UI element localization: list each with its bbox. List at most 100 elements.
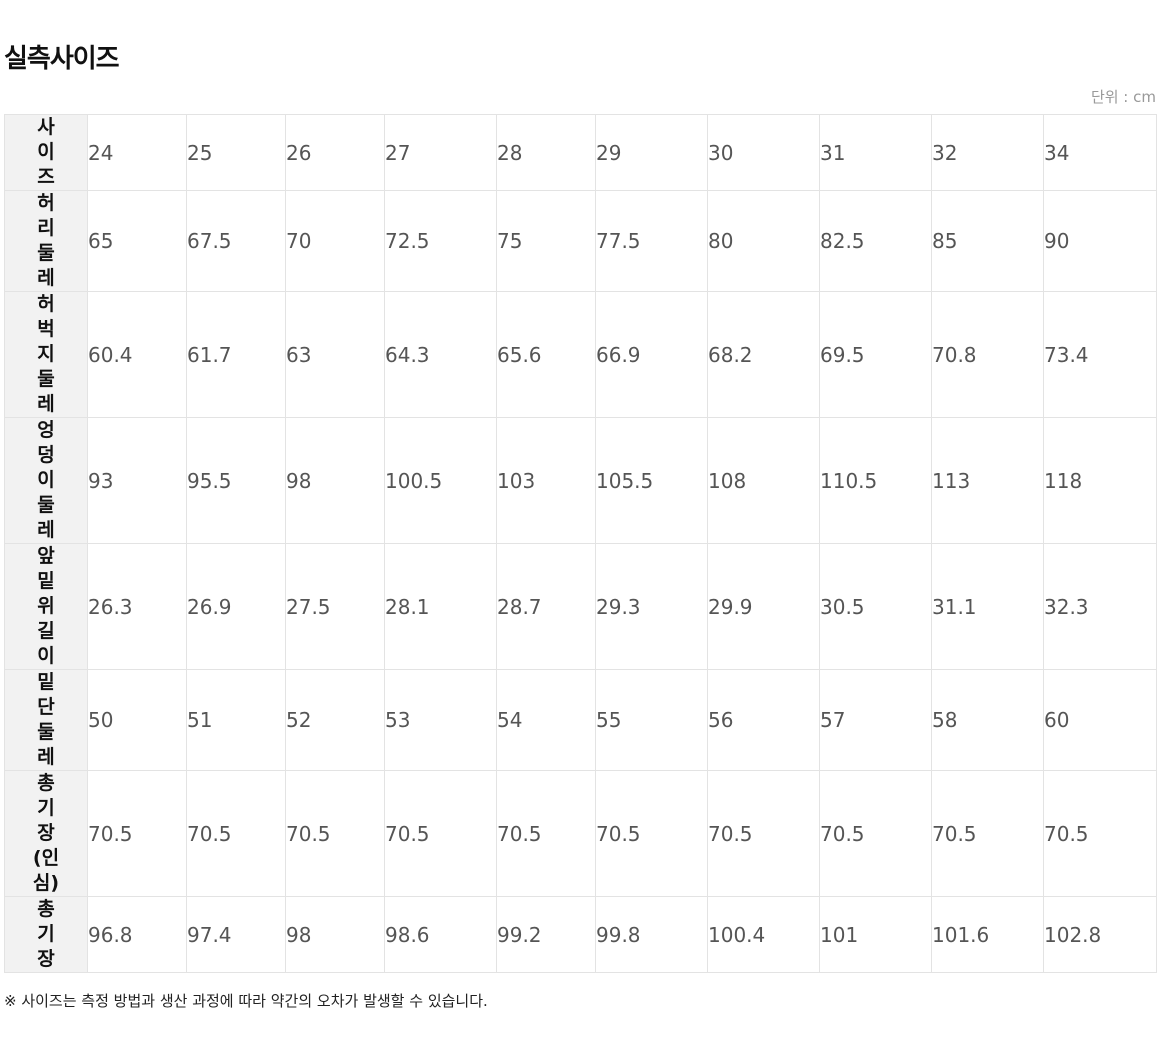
table-cell: 70.5 <box>384 770 497 897</box>
table-cell: 97.4 <box>186 896 286 973</box>
table-cell: 52 <box>285 669 385 771</box>
table-cell: 60.4 <box>87 291 187 418</box>
table-cell: 24 <box>87 114 187 191</box>
table-cell: 75 <box>496 190 596 292</box>
table-cell: 96.8 <box>87 896 187 973</box>
row-header-char: 위 <box>37 595 55 617</box>
table-cell: 65 <box>87 190 187 292</box>
row-header-char: 둘 <box>37 494 55 516</box>
row-header-char: 레 <box>37 267 55 289</box>
table-cell: 102.8 <box>1043 896 1157 973</box>
table-cell: 66.9 <box>595 291 708 418</box>
table-cell: 69.5 <box>819 291 932 418</box>
table-cell: 101 <box>819 896 932 973</box>
table-cell: 64.3 <box>384 291 497 418</box>
table-cell: 57 <box>819 669 932 771</box>
table-cell: 27.5 <box>285 543 385 670</box>
table-cell: 98.6 <box>384 896 497 973</box>
size-table: 사 이 즈 24 25 26 27 28 29 30 31 32 34 허 리 둘 레 65 67.5 70 72.5 7… <box>4 114 1157 973</box>
row-header-char: 허 <box>37 293 55 315</box>
page-title: 실측사이즈 <box>4 44 120 74</box>
table-row: 사 이 즈 24 25 26 27 28 29 30 31 32 34 <box>4 114 1157 191</box>
table-cell: 70.5 <box>931 770 1044 897</box>
table-cell: 80 <box>707 190 820 292</box>
table-cell: 53 <box>384 669 497 771</box>
size-note: ※ 사이즈는 측정 방법과 생산 과정에 따라 약간의 오차가 발생할 수 있습… <box>4 992 488 1010</box>
table-cell: 70.8 <box>931 291 1044 418</box>
table-cell: 51 <box>186 669 286 771</box>
table-cell: 25 <box>186 114 286 191</box>
table-cell: 34 <box>1043 114 1157 191</box>
table-cell: 70.5 <box>595 770 708 897</box>
table-cell: 68.2 <box>707 291 820 418</box>
row-header-char: 즈 <box>37 166 55 188</box>
table-cell: 103 <box>496 417 596 544</box>
table-cell: 61.7 <box>186 291 286 418</box>
table-cell: 54 <box>496 669 596 771</box>
row-header-char: 둘 <box>37 242 55 264</box>
row-header-char: 이 <box>37 469 55 491</box>
row-header-char: 허 <box>37 192 55 214</box>
row-header-char: 단 <box>37 696 55 718</box>
row-header-char: 길 <box>37 620 55 642</box>
table-cell: 77.5 <box>595 190 708 292</box>
table-cell: 90 <box>1043 190 1157 292</box>
table-row: 앞 밑 위 길 이 26.3 26.9 27.5 28.1 28.7 29.3 29.9 30.5 31.… <box>4 543 1157 670</box>
row-header-char: 앞 <box>37 545 55 567</box>
table-cell: 29.9 <box>707 543 820 670</box>
table-row: 허 리 둘 레 65 67.5 70 72.5 75 77.5 80 82.5 85 90 <box>4 190 1157 292</box>
table-cell: 98 <box>285 896 385 973</box>
row-header-char: 밑 <box>37 570 55 592</box>
table-cell: 113 <box>931 417 1044 544</box>
table-cell: 31.1 <box>931 543 1044 670</box>
row-header-char: (인 <box>32 847 60 869</box>
table-cell: 55 <box>595 669 708 771</box>
table-cell: 32 <box>931 114 1044 191</box>
unit-label: 단위 : cm <box>1090 88 1156 106</box>
table-cell: 73.4 <box>1043 291 1157 418</box>
table-cell: 70.5 <box>707 770 820 897</box>
row-header-char: 지 <box>37 343 55 365</box>
row-header: 총 기 장 (인 심) <box>4 770 88 897</box>
table-cell: 93 <box>87 417 187 544</box>
row-header-char: 밑 <box>37 671 55 693</box>
table-cell: 105.5 <box>595 417 708 544</box>
table-cell: 65.6 <box>496 291 596 418</box>
row-header-char: 벅 <box>37 318 55 340</box>
table-cell: 60 <box>1043 669 1157 771</box>
table-cell: 28.1 <box>384 543 497 670</box>
table-row: 총 기 장 96.8 97.4 98 98.6 99.2 99.8 100.4 101 101.6 10… <box>4 896 1157 973</box>
table-row: 총 기 장 (인 심) 70.5 70.5 70.5 70.5 70.5 70.5 70.5 70.5 7… <box>4 770 1157 897</box>
row-header-char: 레 <box>37 746 55 768</box>
table-cell: 82.5 <box>819 190 932 292</box>
table-cell: 26.9 <box>186 543 286 670</box>
row-header-char: 장 <box>37 822 55 844</box>
table-cell: 98 <box>285 417 385 544</box>
table-cell: 70.5 <box>285 770 385 897</box>
row-header-char: 레 <box>37 393 55 415</box>
row-header-char: 장 <box>37 948 55 970</box>
table-cell: 26 <box>285 114 385 191</box>
row-header-char: 리 <box>37 217 55 239</box>
table-cell: 95.5 <box>186 417 286 544</box>
table-cell: 70.5 <box>1043 770 1157 897</box>
row-header-char: 덩 <box>37 444 55 466</box>
table-cell: 30 <box>707 114 820 191</box>
row-header-char: 이 <box>37 141 55 163</box>
table-cell: 70.5 <box>87 770 187 897</box>
table-row: 허 벅 지 둘 레 60.4 61.7 63 64.3 65.6 66.9 68.2 69.5 70.8 7… <box>4 291 1157 418</box>
table-cell: 67.5 <box>186 190 286 292</box>
table-cell: 28 <box>496 114 596 191</box>
table-cell: 70.5 <box>819 770 932 897</box>
table-cell: 118 <box>1043 417 1157 544</box>
table-row: 엉 덩 이 둘 레 93 95.5 98 100.5 103 105.5 108 110.5 113 118 <box>4 417 1157 544</box>
row-header-char: 둘 <box>37 721 55 743</box>
row-header-char: 기 <box>37 797 55 819</box>
table-cell: 58 <box>931 669 1044 771</box>
table-cell: 70.5 <box>496 770 596 897</box>
